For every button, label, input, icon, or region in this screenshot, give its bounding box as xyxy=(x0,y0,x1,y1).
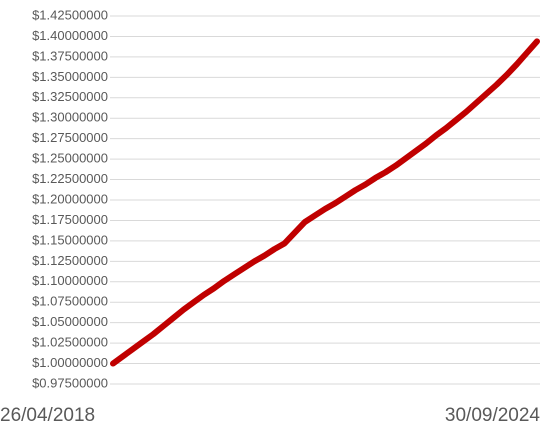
line-series xyxy=(110,38,540,367)
y-tick-label: $1.40000000 xyxy=(32,28,108,43)
y-tick-label: $0.97500000 xyxy=(32,375,108,390)
y-tick-label: $1.27500000 xyxy=(32,130,108,145)
y-tick-label: $1.00000000 xyxy=(32,355,108,370)
y-tick-label: $1.20000000 xyxy=(32,191,108,206)
y-tick-label: $1.05000000 xyxy=(32,314,108,329)
y-tick-label: $1.32500000 xyxy=(32,89,108,104)
y-tick-label: $1.25000000 xyxy=(32,151,108,166)
x-tick-label: 26/04/2018 xyxy=(0,405,95,426)
y-tick-label: $1.37500000 xyxy=(32,48,108,63)
y-tick-label: $1.10000000 xyxy=(32,273,108,288)
y-tick-label: $1.35000000 xyxy=(32,69,108,84)
y-tick-label: $1.42500000 xyxy=(32,7,108,22)
y-tick-label: $1.22500000 xyxy=(32,171,108,186)
y-tick-label: $1.15000000 xyxy=(32,232,108,247)
y-tick-label: $1.02500000 xyxy=(32,335,108,350)
y-tick-label: $1.30000000 xyxy=(32,110,108,125)
x-tick-label: 30/09/2024 xyxy=(445,405,540,426)
y-tick-label: $1.17500000 xyxy=(32,212,108,227)
y-tick-label: $1.12500000 xyxy=(32,253,108,268)
y-tick-label: $1.07500000 xyxy=(32,294,108,309)
